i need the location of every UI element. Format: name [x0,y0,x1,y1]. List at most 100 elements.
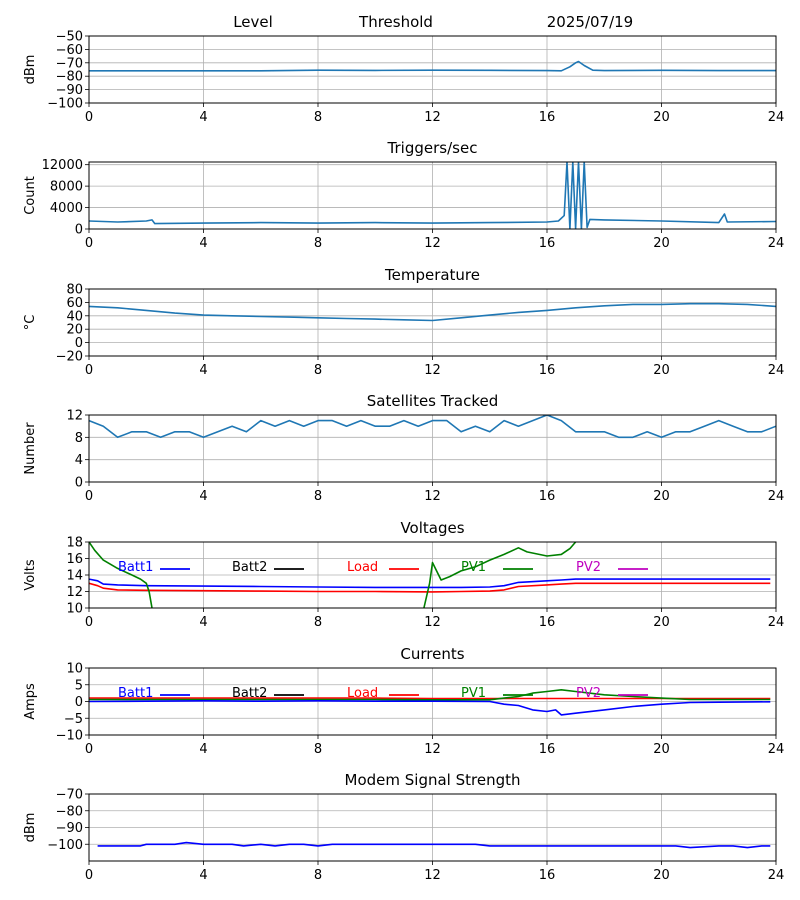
legend-label: Batt2 [232,560,267,575]
x-tick-label: 20 [653,489,670,504]
y-tick-label: 18 [66,536,83,551]
series-line-pv1 [89,542,153,608]
plot-frame [88,35,777,104]
y-tick-label: 0 [75,336,83,351]
y-tick-label: −100 [47,838,83,853]
x-tick-label: 8 [314,110,322,125]
x-tick-label: 12 [424,489,441,504]
y-tick-label: −50 [56,30,83,45]
x-tick-label: 24 [768,742,785,757]
x-tick-label: 16 [539,742,556,757]
x-tick-label: 24 [768,110,785,125]
legend-label: PV2 [576,560,601,575]
x-tick-label: 4 [199,363,207,378]
chart-title: Satellites Tracked [367,392,498,410]
series-line-pv1 [423,542,577,608]
x-tick-label: 20 [653,110,670,125]
chart-title: Temperature [384,266,480,284]
y-tick-label: 0 [75,476,83,491]
legend-label: PV1 [461,686,486,701]
y-tick-label: 20 [66,323,83,338]
y-tick-label: 12000 [42,158,83,173]
legend-label: Load [347,686,378,701]
y-axis-label: Number [23,422,38,475]
y-axis-label: Count [23,176,38,215]
y-tick-label: 4 [75,453,83,468]
series-line [97,841,771,849]
legend-label: Batt1 [118,560,153,575]
y-tick-label: −70 [56,56,83,71]
x-tick-label: 24 [768,236,785,251]
y-tick-label: 80 [66,283,83,298]
y-tick-label: 60 [66,296,83,311]
y-tick-label: 40 [66,309,83,324]
chart-panel-1: 0 4 8 12 16 20 24 0 4000 8000 12000 Triggers/sec Cou… [23,139,784,251]
y-tick-label: 4000 [50,201,83,216]
x-tick-label: 4 [199,742,207,757]
x-tick-label: 8 [314,742,322,757]
x-tick-label: 20 [653,236,670,251]
y-tick-label: 8000 [50,180,83,195]
x-tick-label: 0 [85,742,93,757]
y-axis-label: dBm [23,813,38,843]
series-line-batt1 [89,578,771,589]
x-tick-label: 8 [314,489,322,504]
y-axis-label: Volts [23,559,38,591]
series-line [89,415,776,439]
y-tick-label: −80 [56,70,83,85]
x-tick-label: 16 [539,363,556,378]
x-tick-label: 16 [539,236,556,251]
y-axis-label: dBm [23,55,38,85]
x-tick-label: 4 [199,236,207,251]
x-tick-label: 12 [424,615,441,630]
legend-label: PV2 [576,686,601,701]
chart-panel-6: 0 4 8 12 16 20 24 −100 −90 −80−70 Modem Signal Str… [23,771,784,883]
chart-title: Modem Signal Strength [345,771,521,789]
x-tick-label: 4 [199,489,207,504]
x-tick-label: 24 [768,489,785,504]
x-tick-label: 8 [314,868,322,883]
x-tick-label: 0 [85,110,93,125]
x-tick-label: 8 [314,363,322,378]
x-tick-label: 8 [314,615,322,630]
chart-panel-0: 0 4 8 12 16 20 24 −100−90−80−70−60−50 dBm [23,30,784,126]
x-tick-label: 12 [424,868,441,883]
plot-frame [88,793,777,862]
y-axis-label: Amps [23,683,38,720]
y-tick-label: −100 [47,97,83,112]
legend-label: Batt1 [118,686,153,701]
y-tick-label: 0 [75,223,83,238]
plot-frame [88,288,777,357]
header-level-label: Level [233,13,273,31]
x-tick-label: 0 [85,615,93,630]
legend-label: PV1 [461,560,486,575]
x-tick-label: 16 [539,615,556,630]
chart-title: Voltages [400,519,464,537]
y-tick-label: 12 [66,585,83,600]
legend-label: Load [347,560,378,575]
plot-frame [88,667,777,736]
y-tick-label: 0 [75,695,83,710]
header-threshold-label: Threshold [358,13,433,31]
chart-title: Currents [400,645,464,663]
y-tick-label: −70 [56,788,83,803]
y-tick-label: −80 [56,804,83,819]
x-tick-label: 16 [539,110,556,125]
chart-title: Triggers/sec [387,139,478,157]
x-tick-label: 20 [653,742,670,757]
chart-panel-3: 0 4 8 12 16 20 24 0 4 8 12 Satellites Tracked Number [23,392,784,504]
header-date-label: 2025/07/19 [547,13,633,31]
series-line [89,60,776,72]
y-tick-label: −5 [64,712,83,727]
y-tick-label: 5 [75,678,83,693]
legend-label: Batt2 [232,686,267,701]
x-tick-label: 4 [199,868,207,883]
x-tick-label: 0 [85,236,93,251]
x-tick-label: 12 [424,236,441,251]
y-tick-label: 8 [75,431,83,446]
